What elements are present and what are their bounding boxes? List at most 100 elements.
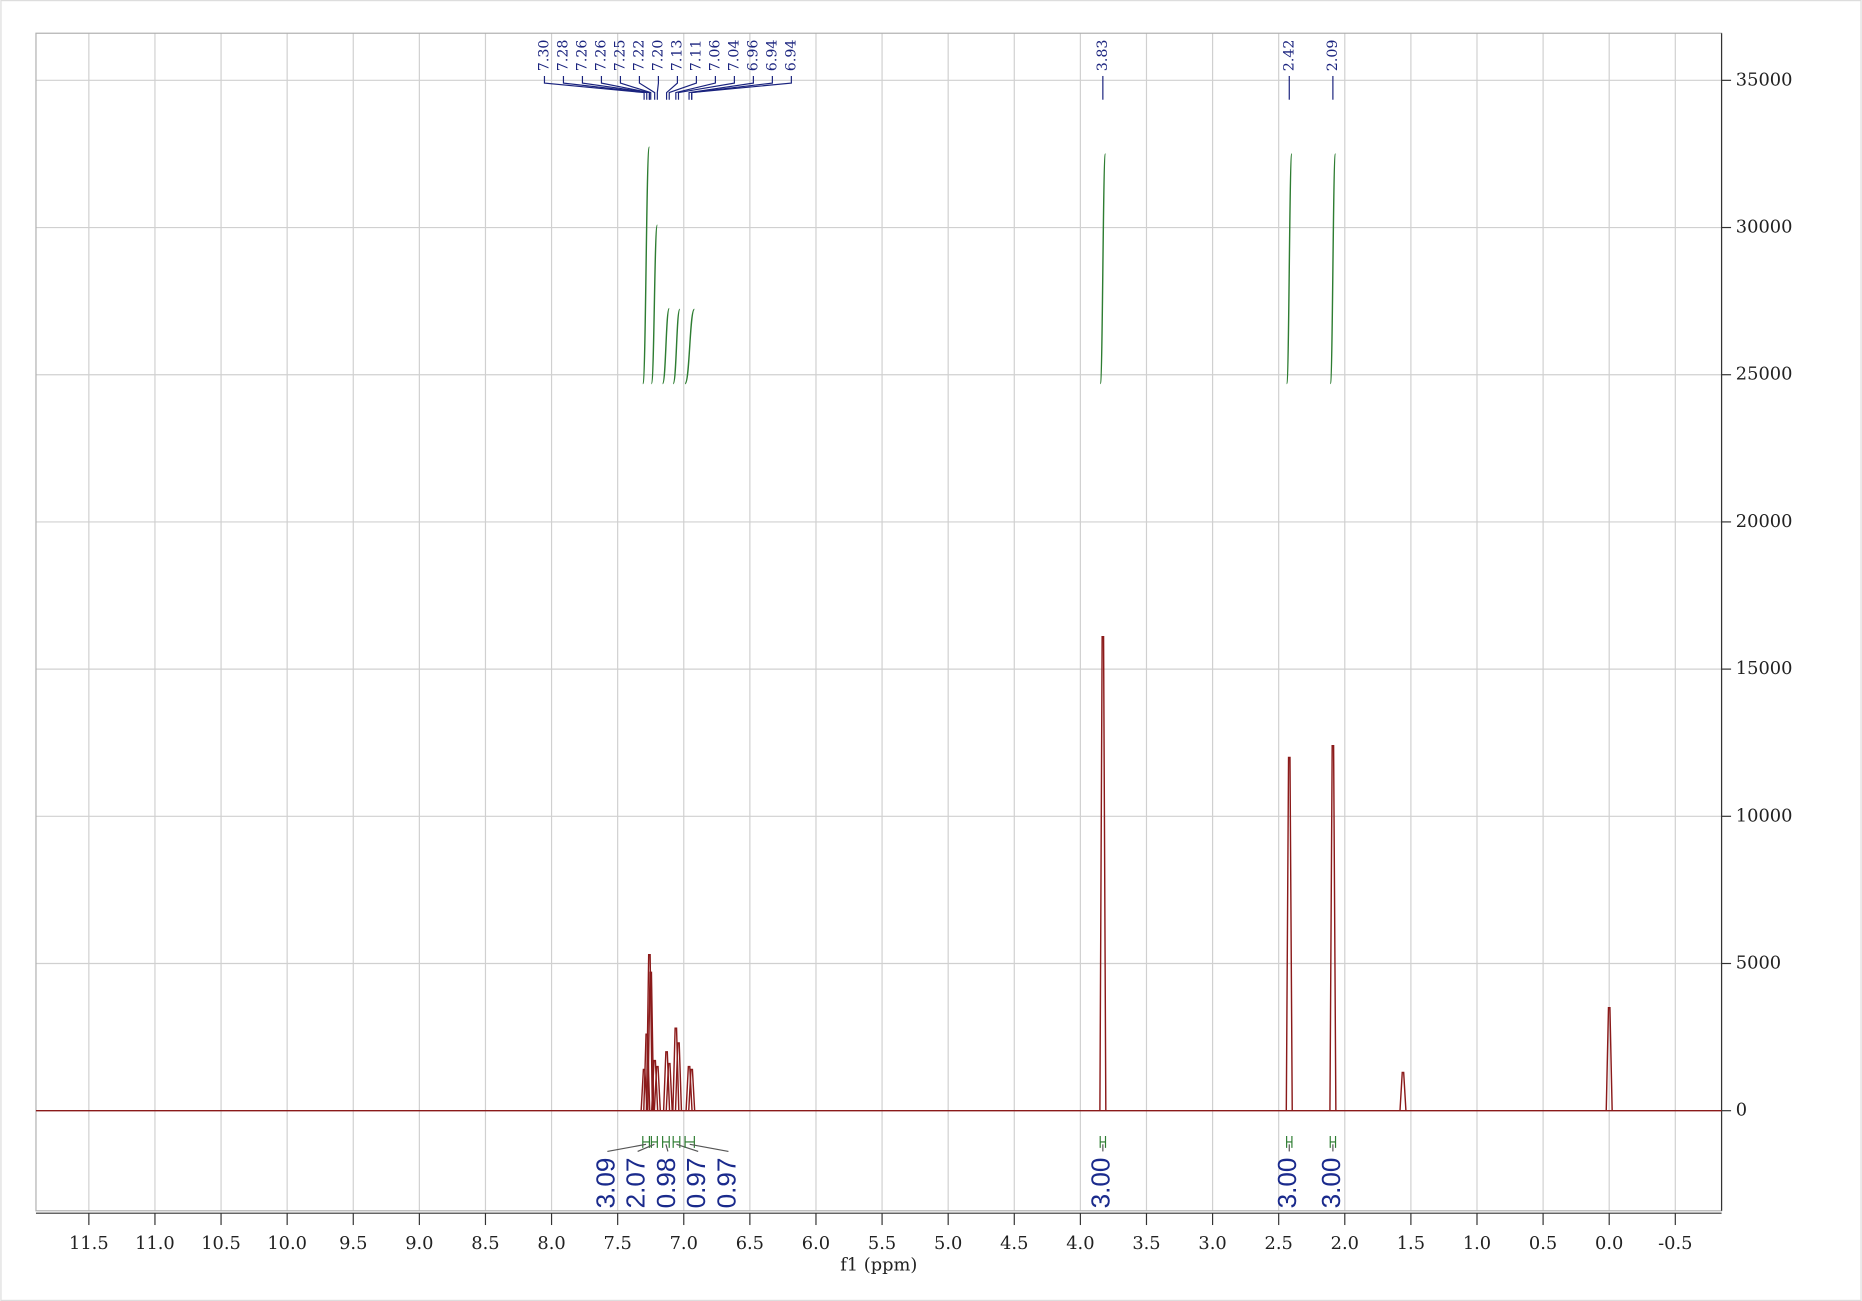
integral-curve (672, 308, 681, 385)
peak (1399, 1071, 1407, 1111)
integral-label: 0.98 (651, 1158, 681, 1209)
peak (672, 1027, 680, 1111)
y-tick-label: 25000 (1736, 364, 1793, 385)
x-tick-label: 7.5 (604, 1233, 632, 1254)
y-tick-label: 35000 (1736, 69, 1793, 90)
integral-connector (665, 1144, 669, 1152)
peak-label: 7.11 (688, 40, 704, 72)
integral-curve (684, 308, 696, 385)
peak-label: 6.94 (783, 40, 799, 72)
x-tick-label: 9.0 (405, 1233, 433, 1254)
peak-label: 7.28 (555, 40, 571, 72)
peak-label-connector (600, 75, 650, 100)
x-tick-label: 10.0 (267, 1233, 307, 1254)
integral-label: 0.97 (681, 1158, 711, 1209)
x-tick-label: 7.0 (670, 1233, 698, 1254)
x-tick-label: 8.0 (537, 1233, 565, 1254)
peak-label-connector (675, 75, 716, 100)
peak-label: 2.42 (1281, 40, 1297, 72)
x-tick-label: 5.0 (934, 1233, 962, 1254)
x-tick-label: -0.5 (1658, 1233, 1692, 1254)
peak (651, 1059, 659, 1111)
x-tick-label: 3.0 (1198, 1233, 1226, 1254)
x-tick-label: 4.5 (1000, 1233, 1028, 1254)
peak (653, 1065, 662, 1111)
x-axis-label: f1 (ppm) (840, 1254, 917, 1275)
x-tick-label: 11.0 (135, 1233, 175, 1254)
peak-label-connector (668, 75, 697, 100)
peak-label: 7.20 (650, 40, 666, 72)
x-tick-label: 4.0 (1066, 1233, 1094, 1254)
y-tick-label: 5000 (1736, 952, 1781, 973)
peak (647, 971, 655, 1111)
integral-connector (637, 1143, 655, 1152)
peak (665, 1062, 673, 1111)
peak (662, 1051, 671, 1111)
peak-label: 2.09 (1325, 40, 1341, 72)
y-tick-label: 15000 (1736, 658, 1793, 679)
peak-label: 7.22 (631, 40, 647, 72)
peak (645, 953, 654, 1111)
peak-label-connector (619, 75, 652, 100)
peak-label-connector (688, 75, 754, 100)
x-tick-label: 11.5 (69, 1233, 109, 1254)
integral-curve (1099, 153, 1107, 385)
integral-curve (642, 146, 651, 385)
peak (674, 1042, 683, 1111)
x-tick-label: 10.5 (201, 1233, 241, 1254)
y-tick-label: 0 (1736, 1100, 1747, 1121)
x-tick-label: 2.5 (1265, 1233, 1293, 1254)
integral-curve (650, 224, 659, 385)
peak-label-connector (543, 75, 645, 100)
peak (1329, 744, 1337, 1111)
peak-label: 7.13 (669, 40, 685, 72)
peak-label-connector (562, 75, 648, 100)
x-tick-label: 1.5 (1397, 1233, 1425, 1254)
y-tick-label: 10000 (1736, 805, 1793, 826)
peak-label-connector (691, 75, 792, 100)
integral-label: 3.00 (1086, 1158, 1116, 1209)
integral-curve (1329, 153, 1337, 385)
peak-label-connector (665, 75, 678, 100)
peak-label: 7.30 (536, 40, 552, 72)
peak (640, 1068, 648, 1111)
grid (35, 33, 1722, 1211)
peak-label: 7.06 (707, 40, 723, 72)
x-tick-label: 3.5 (1132, 1233, 1160, 1254)
peak-label: 6.96 (745, 40, 761, 72)
x-tick-label: 9.5 (339, 1233, 367, 1254)
x-tick-label: 5.5 (868, 1233, 896, 1254)
peak (685, 1065, 693, 1111)
integral-label: 0.97 (711, 1158, 741, 1209)
integral-label: 3.00 (1316, 1158, 1346, 1209)
x-tick-label: 6.5 (736, 1233, 764, 1254)
peak-label: 7.26 (593, 40, 609, 72)
x-tick-label: 1.0 (1463, 1233, 1491, 1254)
integral-curve (661, 307, 670, 385)
x-tick-label: 2.0 (1331, 1233, 1359, 1254)
y-tick-label: 20000 (1736, 511, 1793, 532)
peak-label-connector (677, 75, 735, 100)
integral-connector (676, 1143, 699, 1152)
x-tick-label: 8.5 (471, 1233, 499, 1254)
peak (688, 1068, 696, 1111)
integral-connector (689, 1143, 729, 1153)
peak-label: 7.25 (612, 40, 628, 72)
peak-label: 6.94 (764, 40, 780, 72)
integral-label: 2.07 (621, 1158, 651, 1209)
integral-curve (1285, 153, 1293, 385)
peak (1285, 756, 1293, 1111)
x-tick-label: 0.5 (1529, 1233, 1557, 1254)
x-tick-label: 6.0 (802, 1233, 830, 1254)
x-tick-label: 0.0 (1595, 1233, 1623, 1254)
peak (1605, 1006, 1613, 1111)
peak-label: 3.83 (1095, 40, 1111, 72)
integral-label: 3.09 (590, 1158, 620, 1209)
peak (1099, 636, 1107, 1111)
peak-label-connector (638, 75, 656, 100)
y-tick-label: 30000 (1736, 217, 1793, 238)
peak-label: 7.04 (726, 40, 742, 72)
